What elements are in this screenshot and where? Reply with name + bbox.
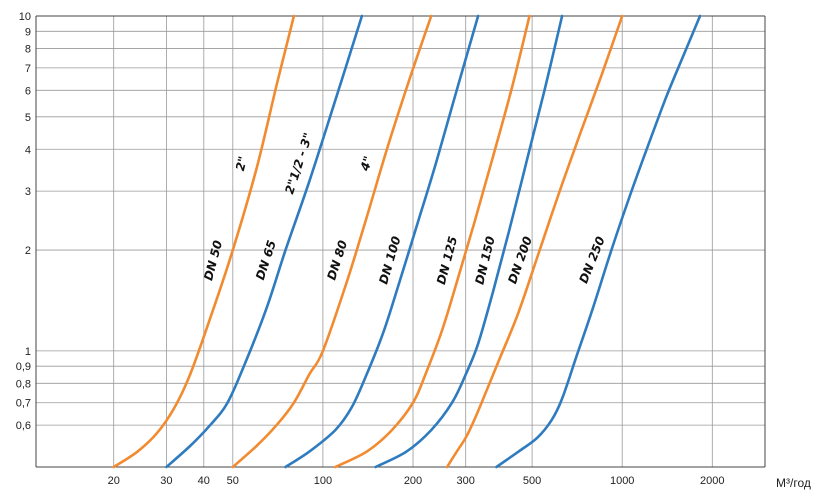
series-line-dn-65 [165,14,364,469]
series-label: DN 50 [201,239,225,282]
y-tick-label: 5 [25,112,31,124]
x-tick-label: 100 [314,475,332,487]
y-tick-label: 7 [25,63,31,75]
y-tick-label: 8 [25,43,31,55]
y-tick-label: 10 [19,11,31,23]
y-gridlines [36,15,765,426]
series-line-dn-150 [374,14,564,469]
y-tick-label: 2 [25,245,31,257]
series-line-dn-250 [495,14,702,469]
series-label: DN 65 [253,239,279,282]
curves [112,14,702,469]
x-tick-label: 1000 [610,475,634,487]
y-tick-label: 0,6 [16,420,31,432]
y-tick-label: 6 [25,85,31,97]
series-label: DN 125 [434,235,460,286]
y-tick-label: 0,9 [16,361,31,373]
series-line-dn-80 [231,14,433,469]
x-tick-label: 300 [457,475,475,487]
y-tick-label: 0,8 [16,378,31,390]
x-axis-unit-label: M³/год [776,476,811,490]
series-size-label: 2" [233,155,250,173]
y-tick-labels: 0,6 0,7 0,8 0,9 1 2 3 4 5 6 7 8 9 10 [16,11,31,432]
x-tick-label: 50 [227,475,239,487]
x-tick-label: 30 [160,475,172,487]
series-size-label: 4" [357,154,375,173]
x-tick-label: 40 [198,475,210,487]
y-tick-label: 3 [25,186,31,198]
series-size-label: 2"1/2 - 3" [282,131,315,196]
series-label: DN 150 [472,235,497,286]
y-tick-label: 9 [25,26,31,38]
x-tick-label: 2000 [700,475,724,487]
series-line-dn-125 [334,14,531,469]
x-tick-label: 200 [404,475,422,487]
axes [35,15,766,468]
series-label: DN 80 [324,239,350,282]
y-tick-label: 1 [25,346,31,358]
series-line-dn-200 [445,14,624,469]
x-tick-label: 500 [523,475,541,487]
x-tick-label: 20 [108,475,120,487]
x-gridlines [113,16,713,467]
y-tick-label: 4 [25,144,31,156]
series-line-dn-50 [112,14,296,469]
x-tick-labels: 20 30 40 50 100 200 300 500 1000 2000 [108,475,725,487]
y-tick-label: 0,7 [16,398,31,410]
series-line-dn-100 [284,14,480,469]
